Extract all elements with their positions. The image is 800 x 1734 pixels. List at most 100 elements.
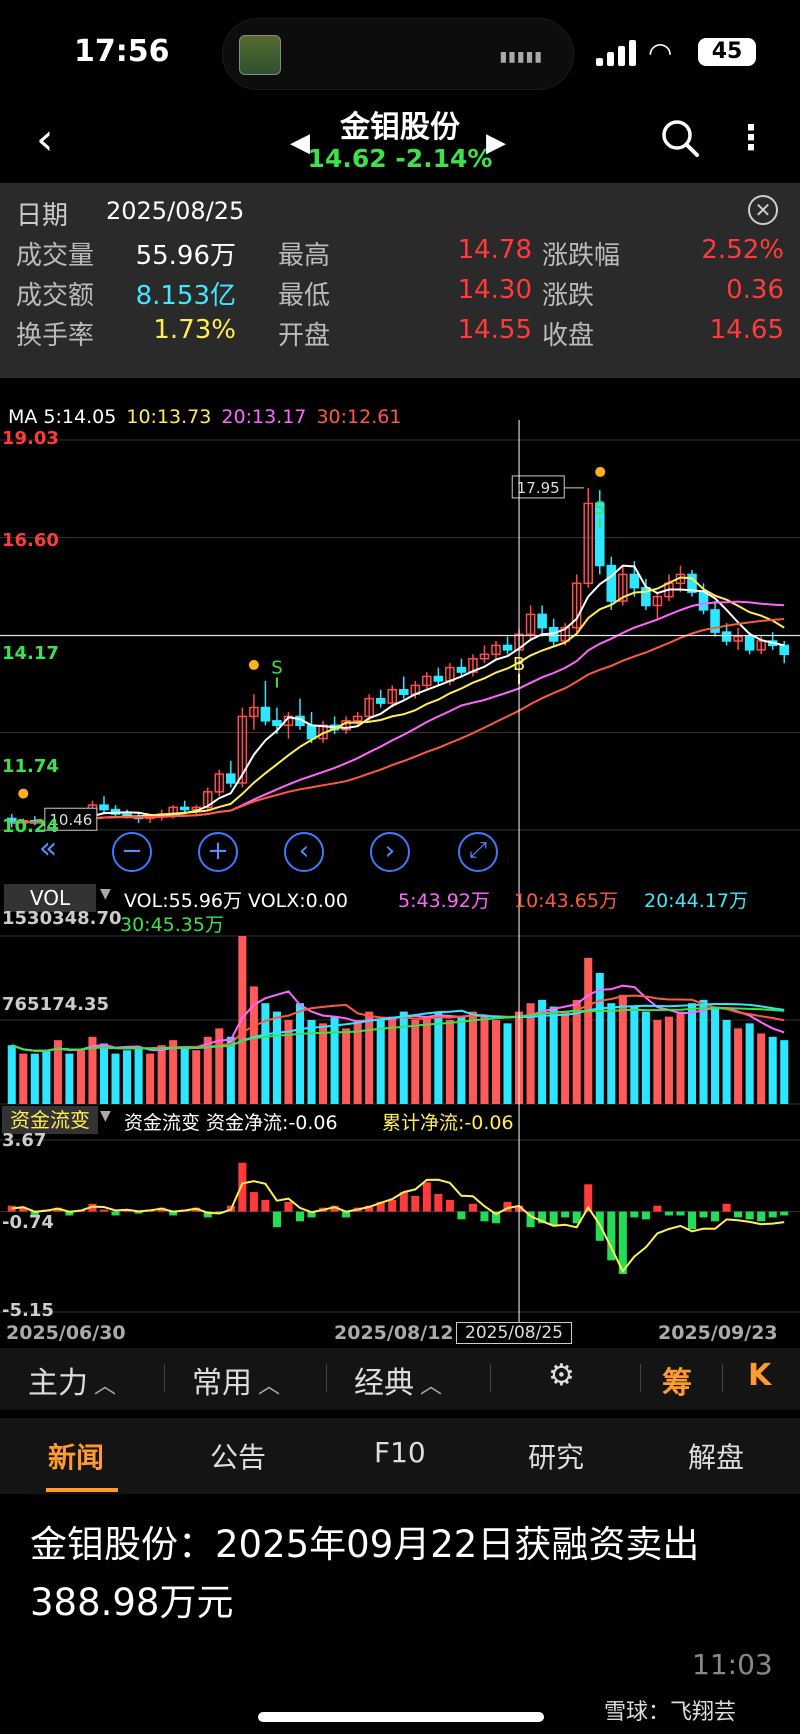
info-label: 换手率 — [16, 321, 95, 351]
flow-bar — [572, 1211, 581, 1224]
tab-news[interactable]: 新闻 — [48, 1441, 105, 1474]
k-axis-4: 11.74 — [2, 756, 59, 777]
candle — [583, 502, 594, 585]
fullscreen-icon[interactable]: ⤢ — [458, 832, 498, 872]
info-label: 涨跌幅 — [542, 241, 621, 271]
rewind-icon[interactable]: « — [38, 831, 58, 866]
dropdown-icon[interactable]: ▼ — [100, 886, 111, 902]
back-icon[interactable]: ‹ — [36, 114, 54, 165]
volume-indicator-tag[interactable]: VOL — [4, 884, 96, 912]
flow-bar — [757, 1211, 766, 1222]
info-label: 开盘 — [278, 321, 331, 351]
volume-bar — [687, 1003, 697, 1104]
status-bar: 17:56 ▮▮▮▮▮ ◠ 45 — [0, 0, 800, 110]
flow-bar — [238, 1162, 247, 1212]
next-stock-icon[interactable]: ▶ — [486, 128, 506, 158]
volume-bar — [123, 1050, 132, 1104]
kline-button[interactable]: K — [748, 1358, 772, 1393]
volume-bar — [169, 1040, 178, 1104]
flow-bar — [295, 1211, 305, 1222]
candle — [779, 644, 790, 656]
flow-bar — [676, 1211, 685, 1216]
tab-f10[interactable]: F10 — [374, 1436, 426, 1469]
search-icon[interactable] — [660, 118, 700, 158]
volume-bar — [7, 1045, 16, 1104]
tab-announcement[interactable]: 公告 — [210, 1441, 267, 1474]
flow-bar — [503, 1201, 512, 1212]
k-axis-2: 16.60 — [2, 530, 59, 551]
flow-bar — [307, 1211, 316, 1218]
flow-bar — [388, 1199, 397, 1212]
candle — [525, 613, 536, 636]
volume-bar — [538, 999, 547, 1104]
watermark: 雪球：飞翔芸 — [604, 1700, 737, 1725]
volume-bar — [757, 1033, 766, 1104]
flow-bar — [538, 1211, 547, 1224]
candle — [249, 706, 259, 718]
info-value: 14.30 — [457, 275, 532, 305]
volume-bar — [111, 1053, 120, 1104]
common-menu[interactable]: 常用 ︿ — [192, 1358, 280, 1402]
candle — [710, 609, 720, 633]
scroll-left-icon[interactable]: ‹ — [284, 832, 324, 872]
chip-distribution-button[interactable]: 筹 — [662, 1366, 692, 1401]
flow-bar — [272, 1211, 281, 1228]
settings-gear-icon[interactable]: ⚙ — [548, 1358, 575, 1393]
date-value: 2025/08/25 — [106, 197, 245, 225]
more-icon[interactable]: ⋮ — [734, 118, 768, 158]
flow-bar — [365, 1205, 374, 1212]
flow-bar — [491, 1211, 501, 1224]
flow-bar — [411, 1195, 420, 1212]
zoom-out-icon[interactable]: − — [112, 832, 152, 872]
sell-signal: S — [271, 658, 282, 679]
divider — [164, 1364, 165, 1392]
info-label: 成交额 — [16, 281, 95, 311]
classic-menu[interactable]: 经典 ︿ — [354, 1358, 442, 1402]
volume-bar — [192, 1050, 201, 1104]
volume-bar — [307, 1020, 316, 1104]
volume-bar — [319, 1023, 328, 1104]
zoom-in-icon[interactable]: + — [198, 832, 238, 872]
main-force-menu[interactable]: 主力 ︿ — [28, 1358, 116, 1402]
flow-bar — [99, 1209, 109, 1212]
info-value: 1.73% — [153, 315, 236, 345]
volume-legend: VOL ▼ VOL:55.96万 VOLX:0.00 5:43.92万 10:4… — [0, 884, 800, 936]
flow-axis-max: 3.67 — [2, 1130, 47, 1151]
flow-bar — [134, 1211, 143, 1214]
active-tab-indicator — [46, 1488, 118, 1492]
candle — [721, 631, 732, 642]
volume-bar — [595, 972, 604, 1104]
tab-analysis[interactable]: 解盘 — [688, 1441, 745, 1474]
candle — [618, 573, 628, 602]
close-icon[interactable]: ✕ — [748, 195, 778, 225]
k-axis-max: 19.03 — [2, 428, 59, 449]
home-indicator[interactable] — [258, 1712, 544, 1722]
volume-bar — [226, 1036, 235, 1104]
flow-indicator-tag[interactable]: 资金流变 — [2, 1106, 98, 1134]
vol-axis-mid: 765174.35 — [2, 994, 110, 1015]
ma30-value: 30:12.61 — [316, 406, 402, 428]
candle — [422, 675, 432, 687]
low-price-label: 10.46 — [49, 811, 92, 829]
volume-bar — [630, 1006, 639, 1104]
flow-bar — [780, 1211, 789, 1216]
flow-legend: 资金流变 ▼ 资金流变 资金净流:-0.06 累计净流:-0.06 — [0, 1106, 800, 1136]
candle — [652, 595, 663, 607]
divider — [326, 1364, 327, 1392]
volume-bar — [722, 1020, 731, 1104]
dropdown-icon[interactable]: ▼ — [100, 1108, 111, 1124]
flow-bar — [607, 1211, 616, 1261]
flow-bar — [457, 1211, 466, 1220]
candle — [491, 644, 501, 656]
news-headline[interactable]: 金钼股份：2025年09月22日获融资卖出388.98万元 — [30, 1523, 700, 1624]
info-row: 成交量 55.96万 最高 14.78 涨跌幅 2.52% — [0, 235, 800, 275]
date-axis: 2025/06/30 2025/08/12 2025/09/23 — [0, 1318, 800, 1348]
scroll-right-icon[interactable]: › — [370, 832, 410, 872]
volume-bar — [572, 999, 581, 1104]
volume-bar — [19, 1053, 28, 1104]
volume-bar — [134, 1048, 143, 1104]
flow-bar — [734, 1211, 743, 1218]
tab-research[interactable]: 研究 — [528, 1441, 585, 1474]
prev-stock-icon[interactable]: ◀ — [290, 128, 310, 158]
